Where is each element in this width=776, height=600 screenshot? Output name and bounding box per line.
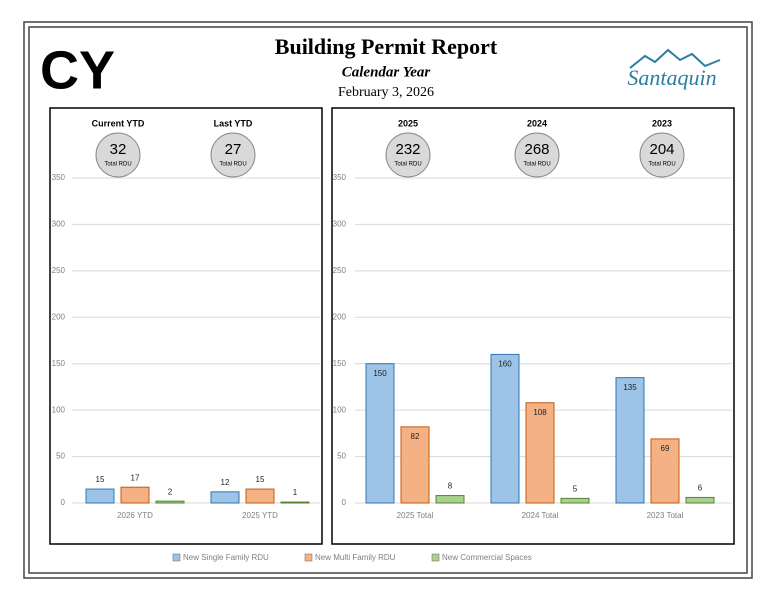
- value-label: 160: [498, 360, 512, 369]
- y-tick-label: 0: [342, 498, 347, 507]
- summary-value: 204: [649, 141, 674, 158]
- bar: [560, 497, 590, 504]
- title: Building Permit Report: [275, 34, 498, 59]
- y-tick-label: 200: [52, 312, 66, 321]
- y-tick-label: 250: [333, 266, 347, 275]
- summary-value: 232: [395, 141, 420, 158]
- legend-swatch: [304, 553, 313, 562]
- summary-label: 2023: [652, 118, 672, 128]
- summary-unit: Total RDU: [648, 162, 675, 168]
- summary-value: 27: [225, 141, 242, 158]
- value-label: 2: [168, 487, 173, 496]
- summary-unit: Total RDU: [523, 162, 550, 168]
- summary-unit: Total RDU: [219, 162, 246, 168]
- bar: [85, 488, 115, 504]
- value-label: 8: [448, 482, 453, 491]
- summary-value: 268: [524, 141, 549, 158]
- value-label: 108: [533, 408, 547, 417]
- y-tick-label: 0: [61, 498, 66, 507]
- date: February 3, 2026: [338, 85, 434, 100]
- summary-label: Last YTD: [214, 118, 253, 128]
- summary-label: Current YTD: [92, 118, 145, 128]
- outer-frame: [23, 21, 753, 579]
- legend-label: New Commercial Spaces: [442, 553, 532, 562]
- x-tick-label: 2023 Total: [647, 511, 684, 520]
- inner-frame: [28, 26, 748, 574]
- bar: [245, 488, 275, 504]
- bar: [400, 426, 430, 504]
- legend-label: New Single Family RDU: [183, 553, 269, 562]
- value-label: 17: [131, 473, 140, 482]
- bar: [490, 353, 520, 504]
- bar: [685, 496, 715, 504]
- value-label: 82: [411, 432, 420, 441]
- y-tick-label: 200: [333, 312, 347, 321]
- legend-swatch: [431, 553, 440, 562]
- summary-unit: Total RDU: [394, 162, 421, 168]
- x-tick-label: 2025 Total: [397, 511, 434, 520]
- value-label: 15: [256, 475, 265, 484]
- y-tick-label: 300: [333, 220, 347, 229]
- y-tick-label: 300: [52, 220, 66, 229]
- bar: [280, 501, 310, 504]
- summary-label: 2024: [527, 118, 547, 128]
- value-label: 6: [698, 484, 703, 493]
- panel: [49, 107, 323, 545]
- x-tick-label: 2026 YTD: [117, 511, 153, 520]
- summary-label: 2025: [398, 118, 418, 128]
- summary-circle: [95, 132, 141, 178]
- bar: [365, 363, 395, 504]
- y-tick-label: 150: [52, 359, 66, 368]
- legend-label: New Multi Family RDU: [315, 553, 396, 562]
- value-label: 12: [221, 478, 230, 487]
- x-tick-label: 2024 Total: [522, 511, 559, 520]
- summary-value: 32: [110, 141, 127, 158]
- subtitle: Calendar Year: [342, 64, 431, 80]
- summary-circle: [385, 132, 431, 178]
- summary-circle: [514, 132, 560, 178]
- bar: [525, 402, 555, 504]
- logo-mountains: [629, 48, 721, 69]
- value-label: 15: [96, 475, 105, 484]
- value-label: 135: [623, 383, 637, 392]
- bar: [435, 495, 465, 504]
- value-label: 69: [661, 444, 670, 453]
- logo: Santaquin: [627, 65, 716, 90]
- value-label: 150: [373, 369, 387, 378]
- bar: [210, 491, 240, 504]
- summary-unit: Total RDU: [104, 162, 131, 168]
- y-tick-label: 350: [333, 173, 347, 182]
- value-label: 1: [293, 488, 298, 497]
- y-tick-label: 250: [52, 266, 66, 275]
- summary-circle: [210, 132, 256, 178]
- bar: [155, 500, 185, 504]
- legend-swatch: [172, 553, 181, 562]
- x-tick-label: 2025 YTD: [242, 511, 278, 520]
- panel: [331, 107, 735, 545]
- y-tick-label: 350: [52, 173, 66, 182]
- bar: [120, 486, 150, 504]
- bar: [650, 438, 680, 504]
- y-tick-label: 50: [56, 452, 65, 461]
- y-tick-label: 100: [52, 405, 66, 414]
- y-tick-label: 50: [337, 452, 346, 461]
- y-tick-label: 100: [333, 405, 347, 414]
- y-tick-label: 150: [333, 359, 347, 368]
- badge: CY: [40, 40, 115, 100]
- summary-circle: [639, 132, 685, 178]
- value-label: 5: [573, 484, 578, 493]
- bar: [615, 377, 645, 504]
